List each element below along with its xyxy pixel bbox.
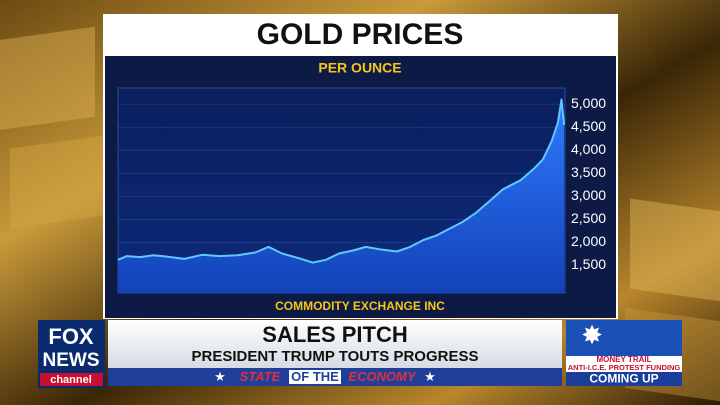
y-tick-label: 3,500	[571, 164, 606, 180]
banner-word: STATE	[240, 369, 281, 384]
chart-title: GOLD PRICES	[257, 18, 464, 51]
banner-word: OF THE	[291, 369, 339, 384]
promo-line1: MONEY TRAIL	[597, 355, 652, 364]
source-bar	[105, 296, 616, 318]
area	[118, 99, 565, 293]
subhead: PRESIDENT TRUMP TOUTS PROGRESS	[192, 348, 479, 365]
chart-subtitle: PER OUNCE	[318, 60, 401, 76]
y-tick-label: 5,000	[571, 95, 606, 111]
promo-line2: ANTI-I.C.E. PROTEST FUNDING	[568, 363, 681, 372]
banner-star: ★	[214, 369, 226, 384]
banner-star: ★	[424, 369, 436, 384]
banner-word: ECONOMY	[348, 369, 417, 384]
y-tick-label: 2,500	[571, 210, 606, 226]
logo-channel-bg	[40, 373, 103, 386]
logo-channel: channel	[50, 374, 92, 386]
chart: 1,500 2,000 2,500 3,000 3,500 4,000 4,500 5,000…	[117, 95, 606, 293]
promo-bar	[566, 372, 682, 386]
logo-news: NEWS	[43, 350, 100, 371]
promo-flag	[566, 320, 682, 356]
headline: SALES PITCH	[262, 322, 407, 347]
headline-bar	[108, 320, 562, 368]
chart-source: COMMODITY EXCHANGE INC	[275, 299, 445, 313]
line	[117, 98, 566, 264]
y-tick-label: 4,000	[571, 141, 606, 157]
promo-line3: COMING UP	[589, 372, 658, 386]
y-tick-label: 3,000	[571, 187, 606, 203]
banner-box	[289, 370, 341, 384]
promo-star: ✸	[581, 320, 603, 350]
y-tick-label: 1,500	[571, 256, 606, 272]
y-tick-label: 4,500	[571, 118, 606, 134]
y-tick-label: 2,000	[571, 233, 606, 249]
logo-fox: FOX	[48, 324, 94, 349]
